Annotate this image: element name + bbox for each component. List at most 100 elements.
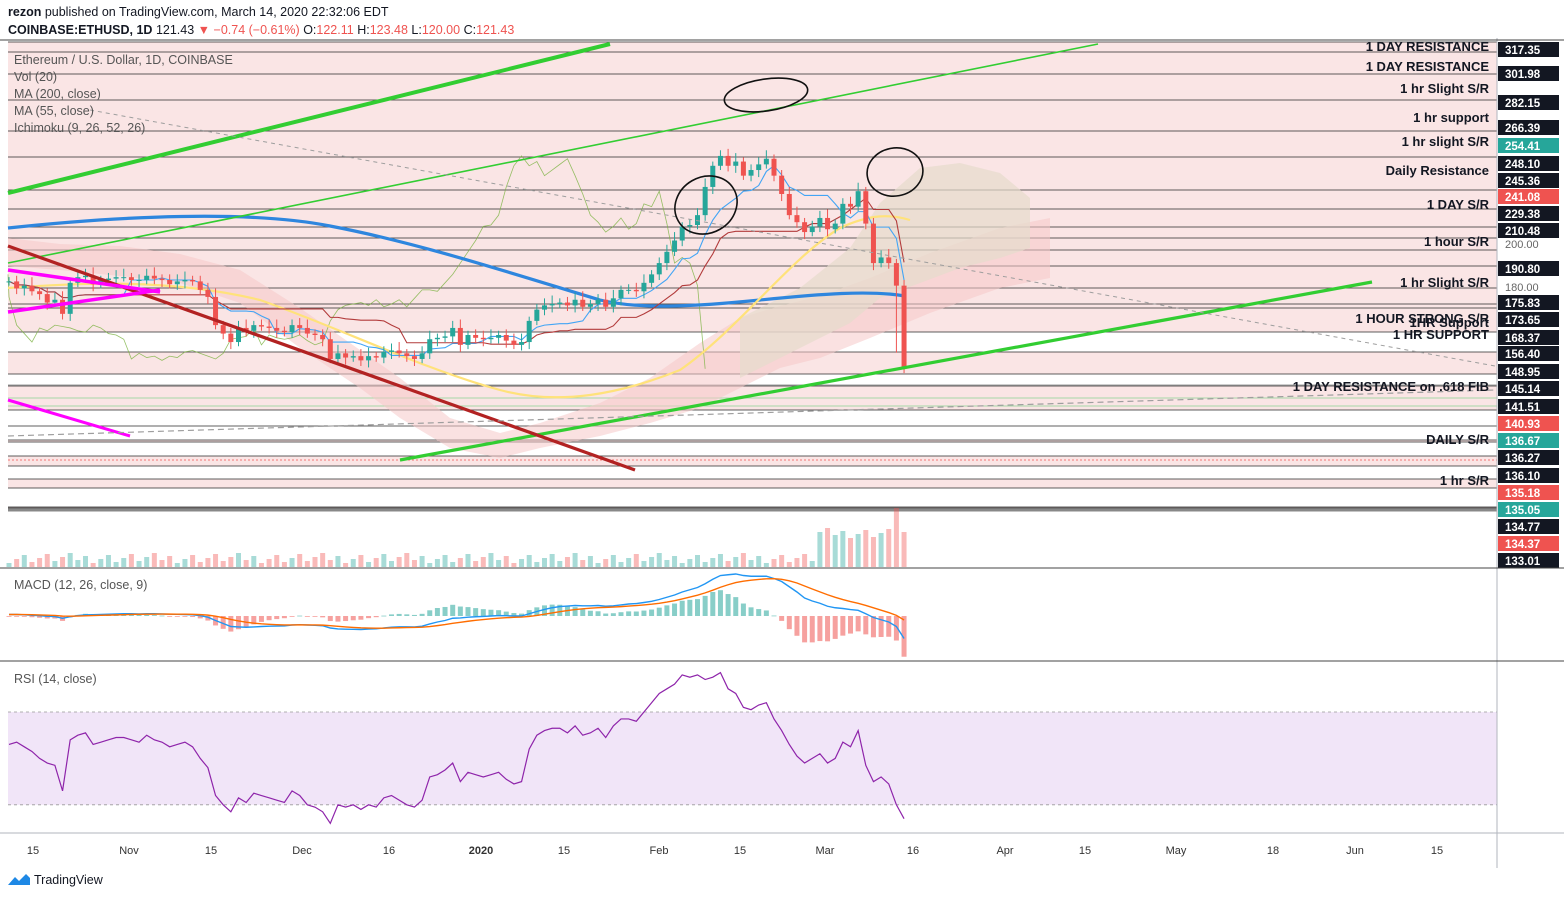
candle [167, 274, 173, 289]
price-tag-bg [1498, 223, 1559, 238]
price-tag: 245.36 [1498, 173, 1559, 188]
macd-hist [549, 604, 555, 616]
candle-body [549, 303, 555, 306]
candle [358, 349, 364, 367]
candle-body [886, 257, 892, 264]
candle-body [832, 223, 838, 230]
candle [610, 289, 616, 313]
candle-body [419, 353, 425, 359]
volume-bar [289, 558, 295, 567]
volume-bar [649, 557, 655, 567]
level-label: 1 hr Slight S/R [1400, 81, 1489, 96]
candle [526, 316, 532, 350]
candle-body [496, 334, 502, 338]
price-tag-text: 173.65 [1505, 315, 1541, 327]
candle-body [786, 193, 792, 216]
price-tag-text: 134.37 [1505, 539, 1540, 551]
candle [587, 299, 593, 313]
volume-bar [893, 508, 899, 567]
macd-hist [656, 607, 662, 616]
volume-bar [717, 554, 723, 567]
volume-bar [67, 553, 73, 567]
level-labels: 1 DAY RESISTANCE 1 DAY RESISTANCE 1 hr Sli… [1293, 39, 1490, 488]
candle-body [37, 291, 43, 295]
candle [427, 330, 433, 359]
zone-band [8, 479, 1497, 488]
volume-bar [136, 561, 142, 567]
candle-body [817, 217, 823, 227]
macd-hist [228, 616, 234, 632]
legend: Ethereum / U.S. Dollar, 1D, COINBASE Vol… [14, 53, 233, 135]
macd-hist [496, 610, 502, 616]
volume-bar [105, 555, 111, 567]
price-tag-bg [1498, 312, 1559, 327]
macd-hist [809, 616, 815, 643]
price-tag-bg [1498, 138, 1559, 153]
tenkan-line [8, 165, 905, 356]
candle [128, 272, 134, 286]
candle [809, 220, 815, 237]
volume-bar [542, 558, 547, 567]
volume-bar [901, 532, 907, 567]
macd-hist [258, 616, 264, 622]
volume-bar [832, 535, 838, 567]
chart-canvas[interactable]: 1 DAY RESISTANCE 1 DAY RESISTANCE 1 hr Sli… [0, 38, 1564, 868]
macd-hist [197, 616, 203, 619]
price-tag-text: 156.40 [1505, 349, 1540, 361]
volume-bar [174, 563, 180, 567]
candle [136, 274, 142, 288]
candle-body [373, 356, 379, 358]
volume-bar [389, 561, 394, 567]
candle [473, 329, 479, 344]
macd-hist [251, 616, 257, 625]
candle-body [702, 186, 708, 216]
volume-bar [197, 562, 203, 567]
candle [144, 268, 150, 285]
macd-hist [182, 616, 188, 617]
candle-body [29, 285, 35, 292]
price-tag: 133.01 [1498, 553, 1559, 568]
price-tag-bg [1498, 416, 1559, 431]
candle-body [121, 277, 127, 279]
time-tick: Apr [996, 845, 1013, 857]
time-tick: Nov [119, 845, 139, 857]
candle-body [717, 155, 723, 166]
volume-bar [603, 559, 609, 567]
price-tag-text: 245.36 [1505, 176, 1540, 188]
macd-hist [855, 616, 861, 632]
candle [213, 288, 219, 330]
annotation-ellipse [866, 147, 924, 197]
candle-body [136, 280, 142, 281]
candle-body [350, 356, 356, 358]
volume-bar [465, 554, 471, 567]
candle [802, 217, 808, 240]
price-tag-bg [1498, 468, 1559, 483]
candle [702, 178, 708, 221]
candle-body [274, 327, 280, 331]
time-tick: 16 [383, 845, 395, 857]
candle-body [580, 299, 586, 307]
macd-hist [687, 599, 693, 616]
candle [151, 267, 157, 285]
macd-hist [840, 616, 846, 636]
price-tag-text: 175.83 [1505, 298, 1540, 310]
candle [350, 350, 356, 362]
level-label: 1 DAY RESISTANCE [1366, 59, 1490, 74]
volume-bar [419, 556, 425, 567]
volume-bar [6, 563, 12, 567]
ma200-line [7, 214, 906, 308]
zone-band [8, 456, 1497, 466]
annotation-ellipse [674, 175, 738, 235]
macd-hist [419, 613, 425, 616]
volume-bar [817, 532, 823, 567]
candle-body [381, 351, 387, 358]
macd-hist [649, 609, 655, 616]
candle [434, 333, 440, 347]
macd-hist [626, 611, 632, 616]
volume-bar [794, 558, 800, 567]
volume-bar [740, 553, 746, 567]
macd-hist [794, 616, 800, 636]
price-tag-bg [1498, 156, 1559, 171]
macd-title: MACD (12, 26, close, 9) [14, 578, 147, 592]
time-tick: 15 [27, 845, 39, 857]
